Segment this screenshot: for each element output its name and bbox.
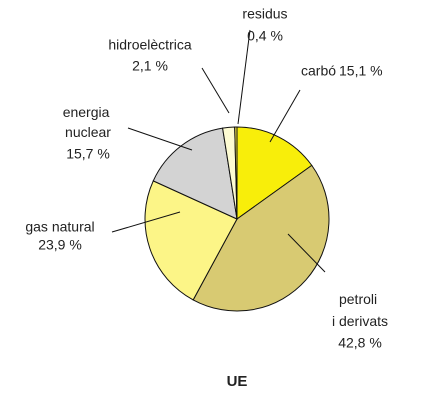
leader-line <box>201 67 230 114</box>
value-label: 15,1 % <box>339 63 383 79</box>
value-label: 23,9 % <box>38 237 82 253</box>
slice-label: hidroelèctrica <box>108 37 191 53</box>
slice-label: residus <box>242 6 287 22</box>
leader-line <box>127 127 193 151</box>
value-label: 0,4 % <box>247 28 283 44</box>
leader-line <box>287 233 326 273</box>
leader-line <box>269 89 301 143</box>
leader-line <box>111 211 181 233</box>
slice-label: carbó <box>301 63 336 79</box>
value-label: 15,7 % <box>66 146 110 162</box>
pie-slice <box>152 127 238 220</box>
pie-slice <box>236 126 313 220</box>
pie-slice <box>192 164 330 312</box>
value-label: 42,8 % <box>338 335 382 351</box>
slice-label: petroli i derivats <box>332 291 388 329</box>
leader-line <box>237 29 251 125</box>
slice-label: gas natural <box>25 219 94 235</box>
chart-title: UE <box>227 373 248 390</box>
pie-slice <box>234 126 238 220</box>
pie-slice <box>144 180 238 301</box>
value-label: 2,1 % <box>132 58 168 74</box>
slice-label: energia nuclear <box>63 104 114 140</box>
